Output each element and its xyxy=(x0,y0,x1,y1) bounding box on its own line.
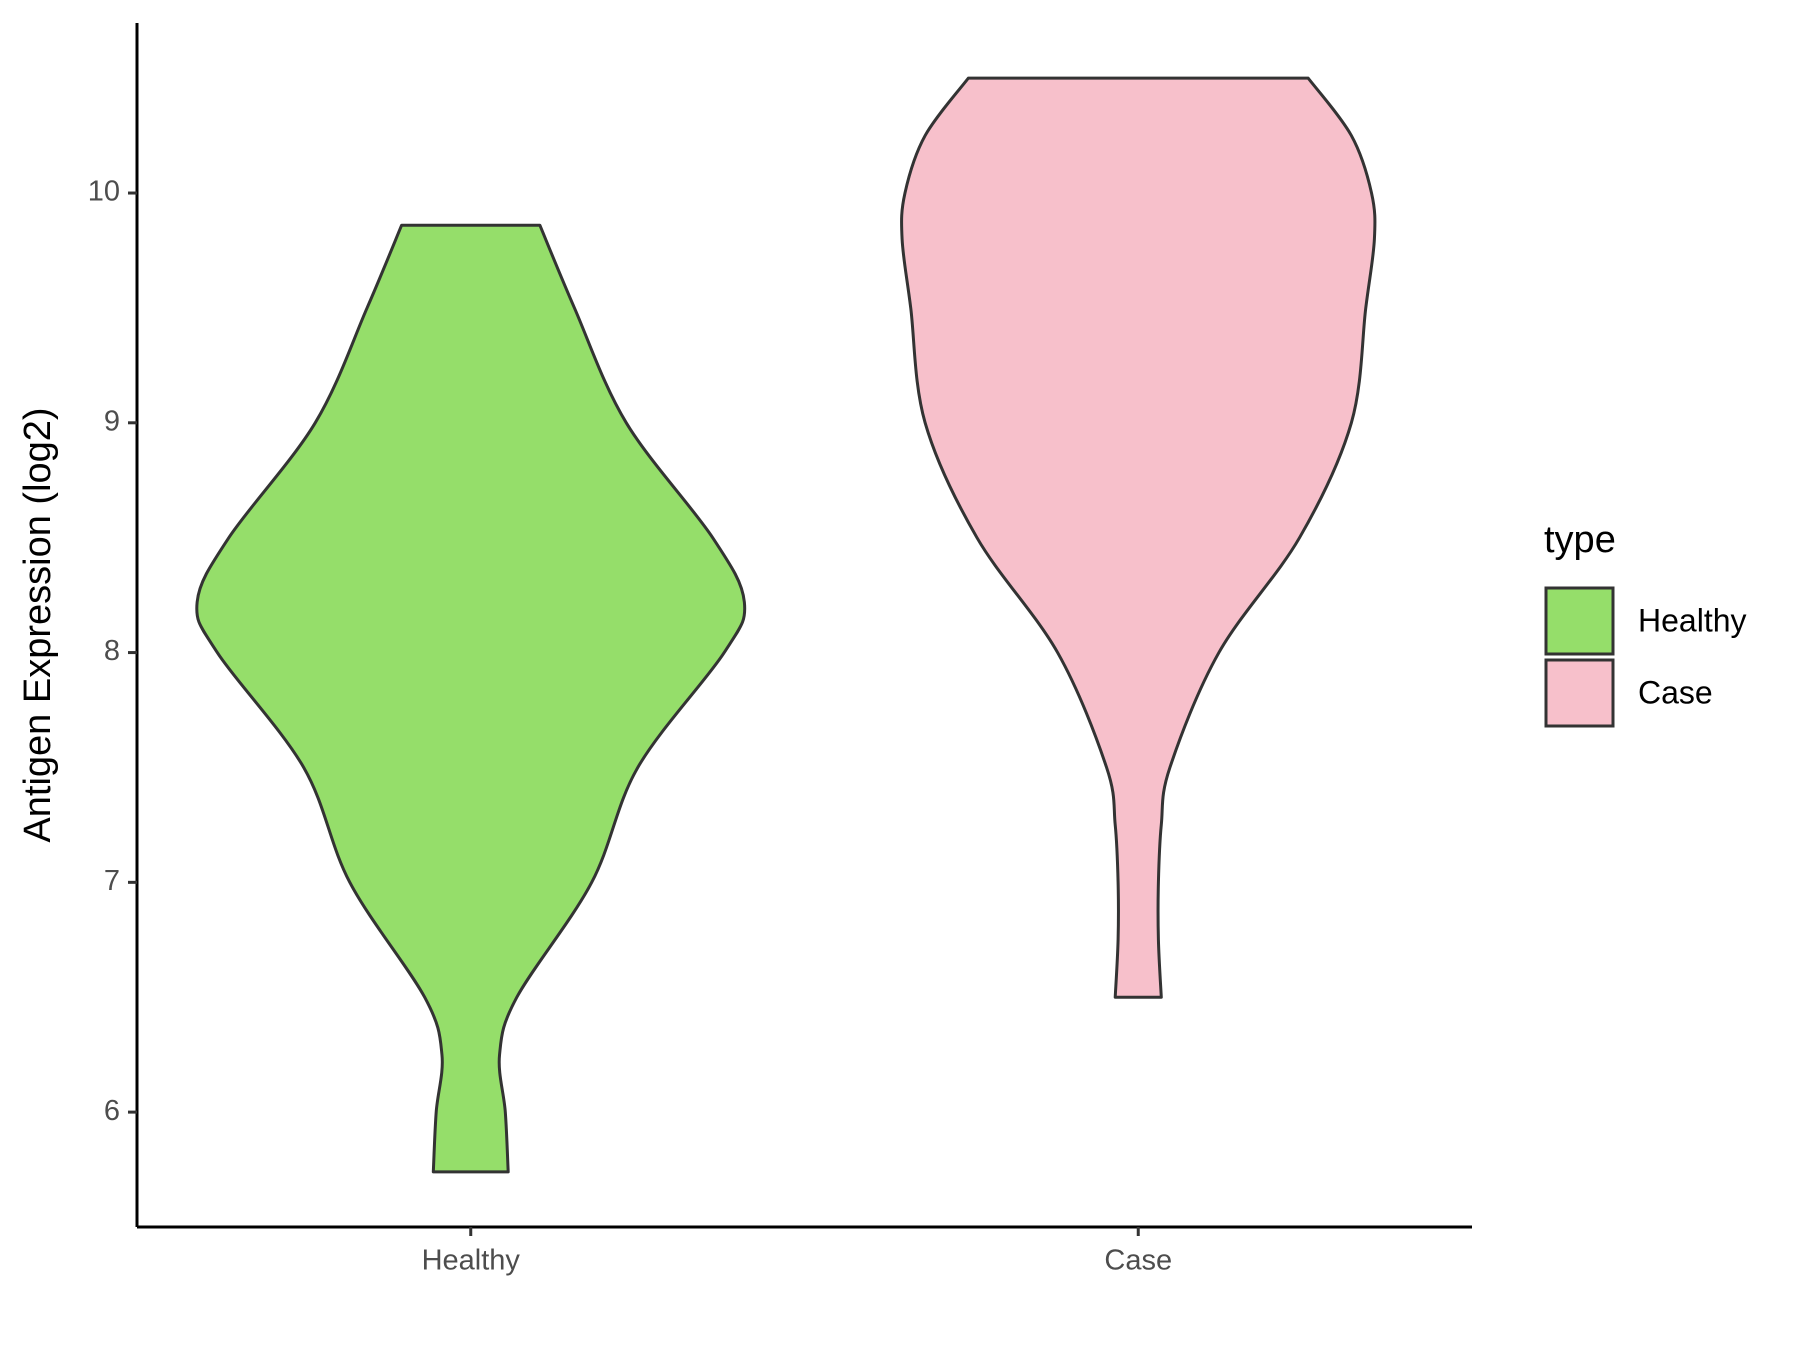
y-tick-label: 6 xyxy=(104,1095,120,1127)
legend-label: Healthy xyxy=(1638,602,1747,638)
y-axis-title: Antigen Expression (log2) xyxy=(17,407,59,842)
violin xyxy=(195,223,747,1174)
x-tick-label: Case xyxy=(1104,1245,1172,1277)
x-tick-label: Healthy xyxy=(422,1245,521,1277)
legend-title: type xyxy=(1544,519,1616,561)
y-tick-label: 10 xyxy=(88,176,120,208)
y-tick-label: 7 xyxy=(104,865,120,897)
violin xyxy=(900,76,1377,999)
y-tick-label: 9 xyxy=(104,405,120,437)
legend-key xyxy=(1544,658,1615,728)
legend-key xyxy=(1544,586,1615,656)
y-tick-label: 8 xyxy=(104,635,120,667)
legend-label: Case xyxy=(1638,674,1713,710)
